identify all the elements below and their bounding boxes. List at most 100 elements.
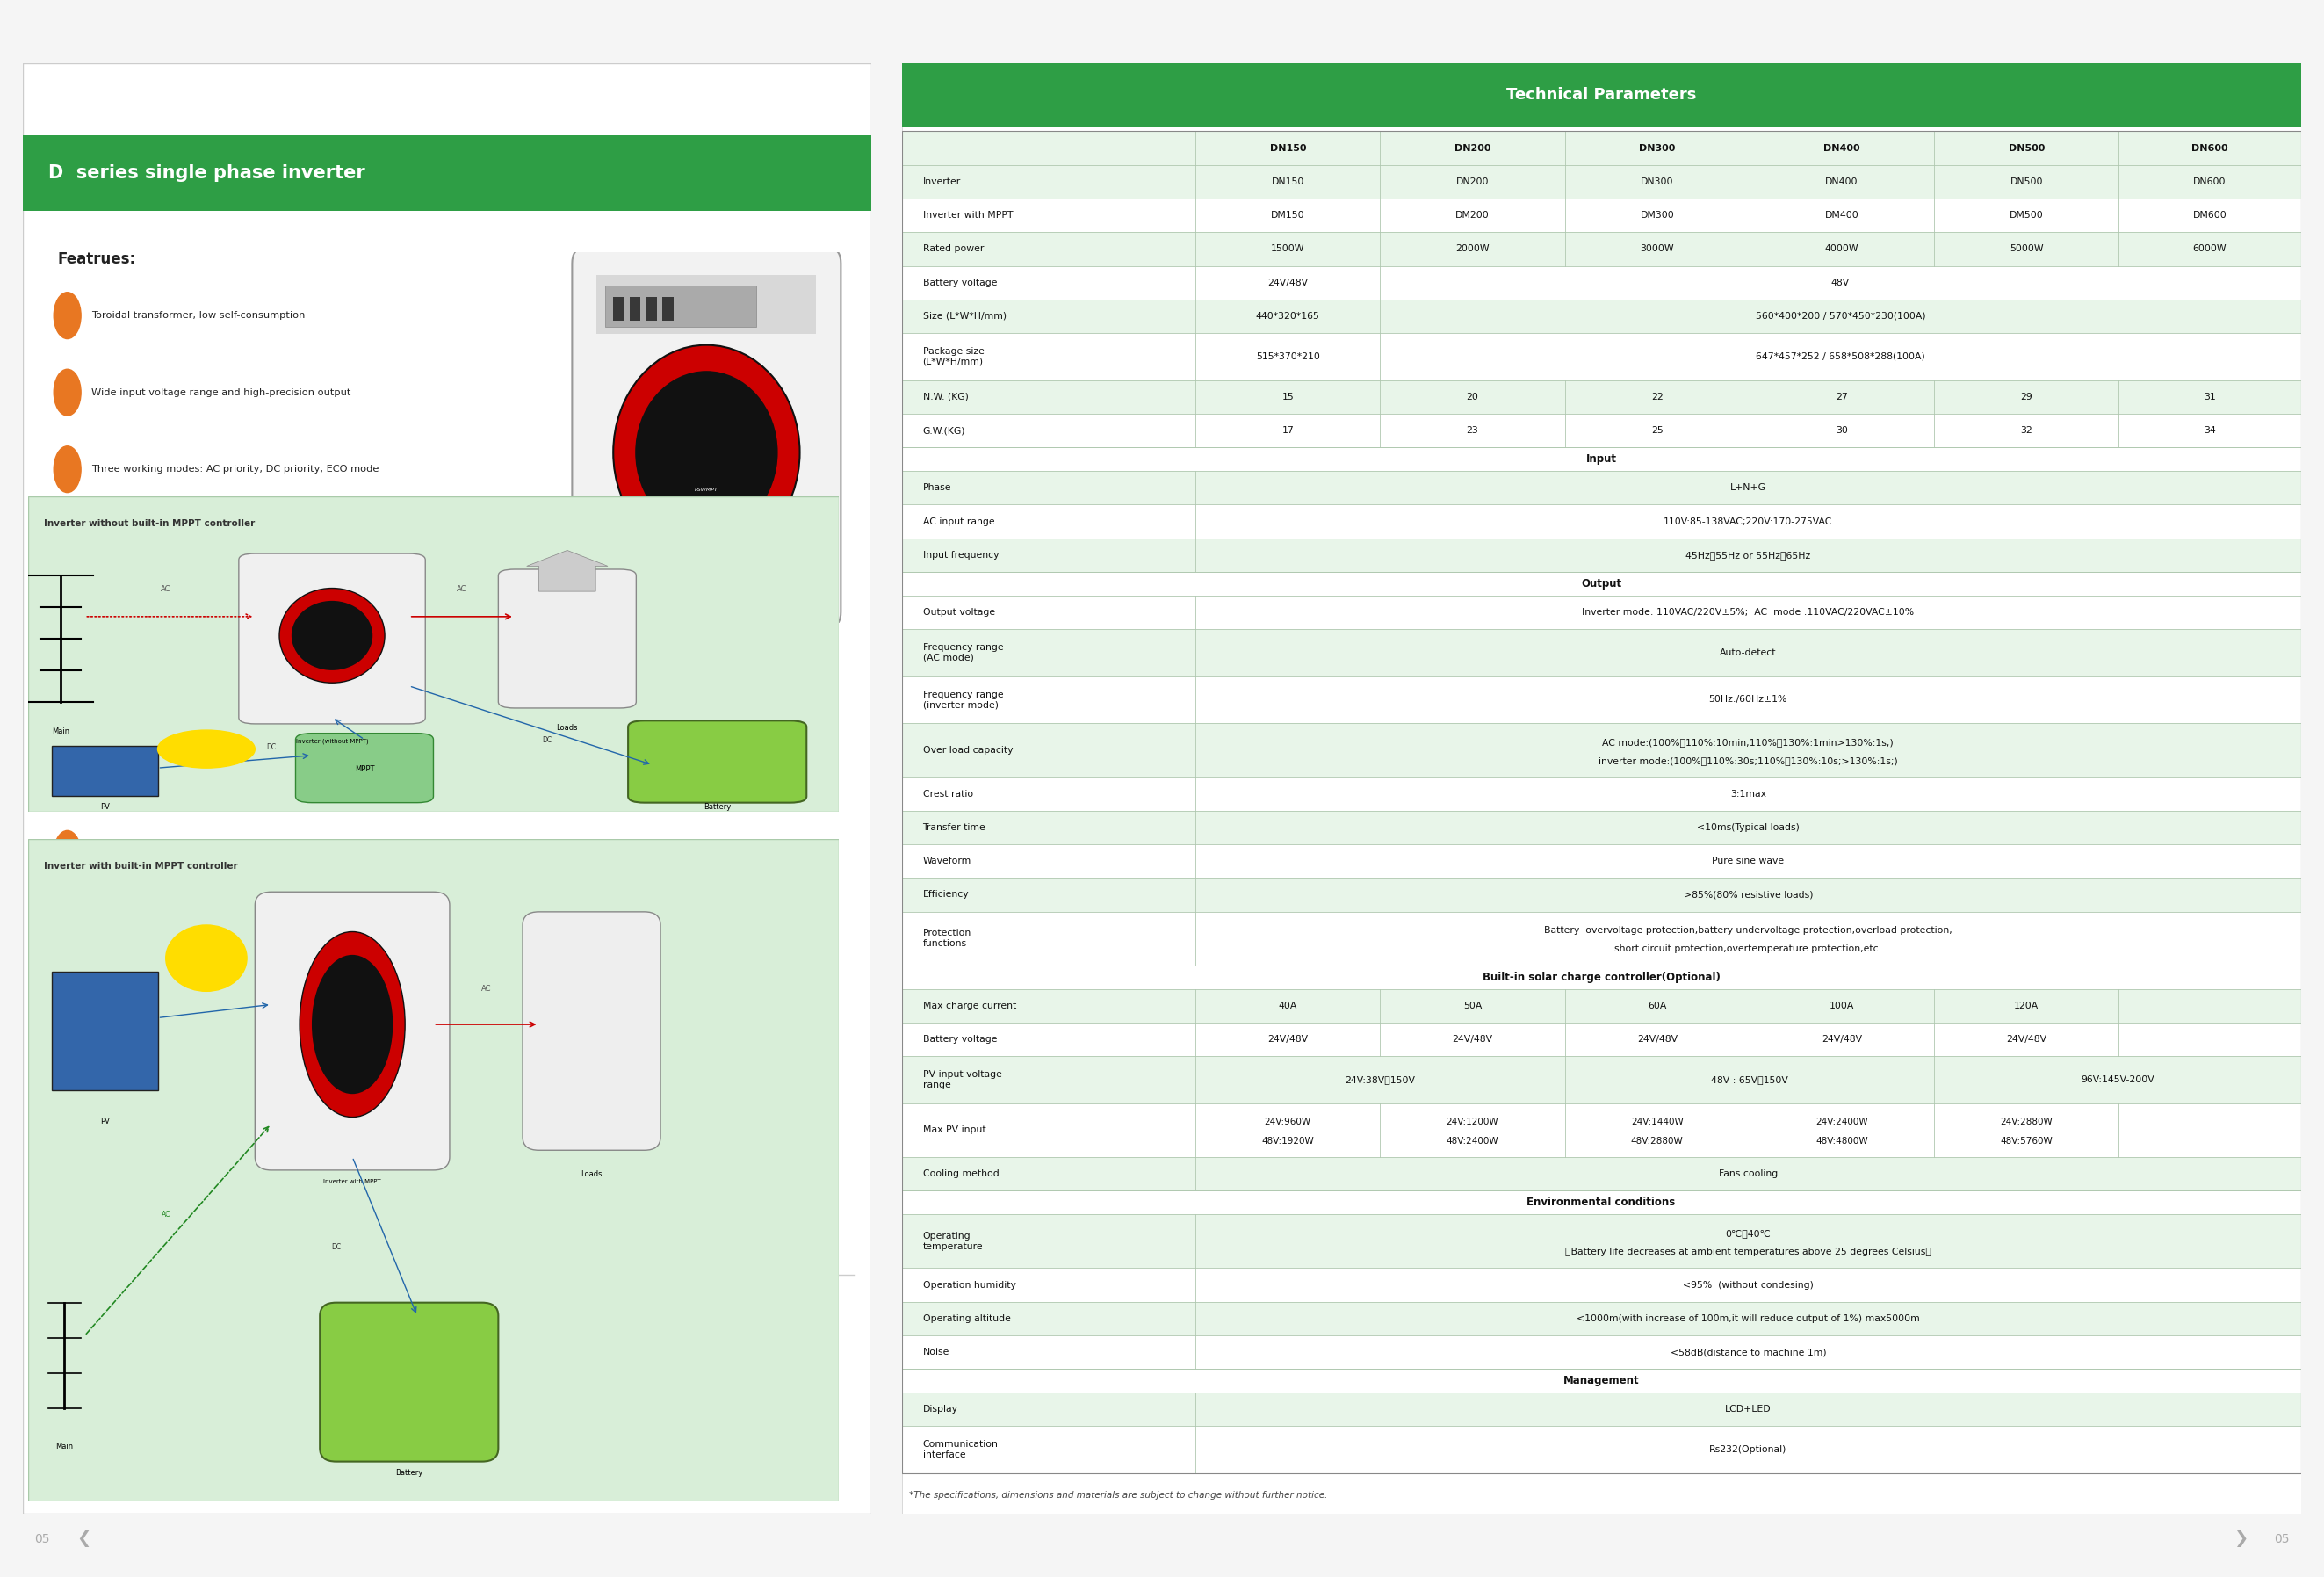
Text: 6000W: 6000W — [2194, 244, 2226, 254]
Text: <10ms(Typical loads): <10ms(Typical loads) — [1697, 823, 1799, 833]
Bar — [902, 472, 2301, 505]
Text: 48V:5760W: 48V:5760W — [2001, 1137, 2052, 1145]
Text: Featrues:: Featrues: — [58, 252, 135, 268]
Bar — [630, 296, 641, 320]
Text: 40A: 40A — [1278, 1001, 1297, 1011]
Text: >85%(80% resistive loads): >85%(80% resistive loads) — [1683, 891, 1813, 899]
Text: DN300: DN300 — [1641, 177, 1673, 186]
Circle shape — [53, 677, 81, 724]
Text: Pure sine wave: Pure sine wave — [1713, 856, 1785, 866]
Text: AC input range: AC input range — [923, 517, 995, 525]
Text: AC: AC — [160, 585, 172, 593]
Text: Application: Application — [58, 1071, 151, 1087]
Text: Max PV input: Max PV input — [923, 1126, 985, 1134]
Text: DN600: DN600 — [2192, 144, 2229, 153]
Text: 22: 22 — [1650, 393, 1664, 402]
Text: 96V:145V-200V: 96V:145V-200V — [2080, 1076, 2154, 1083]
Text: 23: 23 — [1466, 426, 1478, 435]
Text: D  series single phase inverter: D series single phase inverter — [49, 164, 365, 181]
Bar — [902, 1426, 2301, 1473]
Text: Size (L*W*H/mm): Size (L*W*H/mm) — [923, 312, 1006, 320]
FancyBboxPatch shape — [321, 1303, 497, 1462]
Text: 27: 27 — [1836, 393, 1848, 402]
Bar — [902, 448, 2301, 472]
Text: DC: DC — [202, 965, 211, 973]
Bar — [902, 300, 2301, 333]
Circle shape — [567, 1107, 660, 1268]
Text: Display: Display — [923, 1405, 957, 1415]
Text: Main: Main — [56, 1443, 74, 1451]
Bar — [902, 965, 2301, 989]
Text: short circuit protection,overtemperature protection,etc.: short circuit protection,overtemperature… — [1615, 945, 1882, 954]
Text: Operation humidity: Operation humidity — [923, 1281, 1016, 1290]
Text: Environmental conditions: Environmental conditions — [1527, 1197, 1676, 1208]
Text: Settings for battery type, charging voltage and current are available: Settings for battery type, charging volt… — [91, 542, 435, 550]
Circle shape — [33, 1107, 125, 1268]
Circle shape — [53, 754, 81, 800]
FancyBboxPatch shape — [239, 554, 425, 724]
Text: 30: 30 — [1836, 426, 1848, 435]
Text: 5000W: 5000W — [2010, 244, 2043, 254]
Bar — [902, 333, 2301, 380]
Circle shape — [184, 1107, 279, 1268]
Text: 24V:1200W: 24V:1200W — [1446, 1118, 1499, 1126]
Text: 24V/48V: 24V/48V — [1452, 1035, 1492, 1044]
Text: Built in MPPT controller, higher charging efficiency(Optional): Built in MPPT controller, higher chargin… — [91, 926, 395, 935]
Text: 560*400*200 / 570*450*230(100A): 560*400*200 / 570*450*230(100A) — [1755, 312, 1927, 320]
Bar — [614, 296, 625, 320]
Text: Inverter with MPPT: Inverter with MPPT — [323, 1180, 381, 1184]
Text: Over load capacity: Over load capacity — [923, 746, 1013, 754]
Bar — [902, 1392, 2301, 1426]
Circle shape — [53, 984, 81, 1031]
Bar — [662, 296, 674, 320]
Bar — [902, 1214, 2301, 1268]
Text: 17: 17 — [1283, 426, 1294, 435]
Text: 24V/48V: 24V/48V — [1267, 278, 1308, 287]
Text: 24V/48V: 24V/48V — [1636, 1035, 1678, 1044]
Text: 48V : 65V～150V: 48V : 65V～150V — [1710, 1076, 1787, 1083]
Text: Transfer time: Transfer time — [923, 823, 985, 833]
Text: DM200: DM200 — [1455, 211, 1490, 219]
Bar — [597, 274, 816, 334]
Ellipse shape — [311, 954, 393, 1094]
Text: Communication
interface: Communication interface — [923, 1440, 997, 1459]
Circle shape — [53, 369, 81, 416]
Text: DN150: DN150 — [1269, 144, 1306, 153]
Bar — [902, 1369, 2301, 1392]
Text: Max charge current: Max charge current — [923, 1001, 1016, 1011]
Bar — [902, 811, 2301, 844]
Circle shape — [53, 524, 81, 569]
Text: Touch screen, more accurate and intuitive, and easier operation(Optional): Touch screen, more accurate and intuitiv… — [91, 1003, 462, 1012]
Text: Waveform: Waveform — [923, 856, 971, 866]
Text: 0℃～40℃: 0℃～40℃ — [1724, 1228, 1771, 1238]
Bar — [902, 1022, 2301, 1057]
Circle shape — [53, 292, 81, 339]
Text: PSWMPT: PSWMPT — [695, 487, 718, 492]
Bar — [646, 296, 658, 320]
Text: Three working modes: AC priority, DC priority, ECO mode: Three working modes: AC priority, DC pri… — [91, 465, 379, 473]
Text: 1500W: 1500W — [1271, 244, 1304, 254]
Text: Inverter with MPPT: Inverter with MPPT — [923, 211, 1013, 219]
Text: MPPT: MPPT — [356, 765, 374, 773]
Text: Wide input voltage range and high-precision output: Wide input voltage range and high-precis… — [91, 388, 351, 397]
Bar — [679, 563, 702, 601]
Text: Output: Output — [1580, 577, 1622, 590]
Text: DC: DC — [541, 736, 551, 744]
Text: 2000W: 2000W — [1455, 244, 1490, 254]
Circle shape — [53, 599, 81, 647]
Text: DN150: DN150 — [1271, 177, 1304, 186]
FancyBboxPatch shape — [497, 569, 637, 708]
Bar — [902, 505, 2301, 538]
Text: Protection
functions: Protection functions — [923, 929, 971, 948]
Bar — [902, 131, 2301, 166]
Bar — [902, 1191, 2301, 1214]
Bar — [902, 1268, 2301, 1301]
Bar — [902, 232, 2301, 267]
Text: Technical Parameters: Technical Parameters — [1506, 87, 1697, 103]
Text: L+N+G: L+N+G — [1729, 484, 1766, 492]
Bar — [902, 166, 2301, 199]
Text: DN600: DN600 — [2194, 177, 2226, 186]
Circle shape — [158, 730, 256, 768]
Bar — [902, 912, 2301, 965]
Text: Main: Main — [51, 727, 70, 735]
